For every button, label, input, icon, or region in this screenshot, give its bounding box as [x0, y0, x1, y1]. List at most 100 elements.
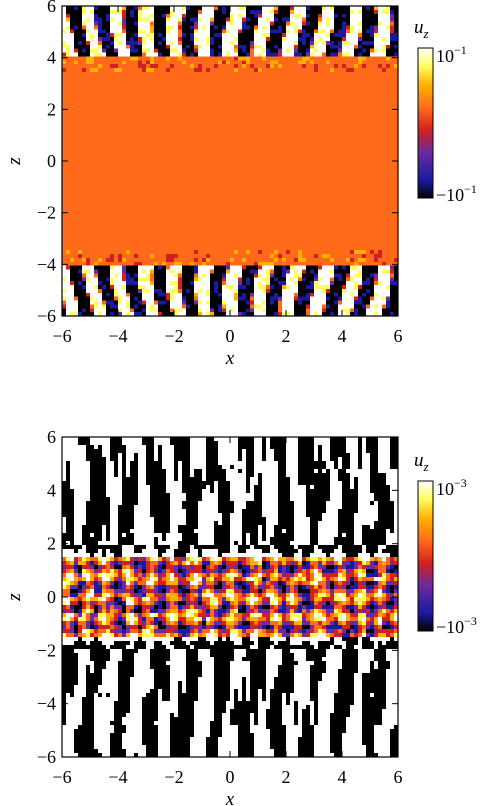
- heatmap-cell: [130, 118, 135, 123]
- heatmap-cell: [366, 230, 371, 236]
- heatmap-cell: [254, 141, 259, 146]
- heatmap-cell: [242, 68, 247, 73]
- heatmap-cell: [250, 211, 255, 216]
- heatmap-cell: [134, 199, 139, 205]
- heatmap-cell: [174, 211, 179, 216]
- heatmap-cell: [278, 172, 283, 177]
- heatmap-cell: [394, 164, 398, 170]
- heatmap-cell: [114, 79, 119, 84]
- heatmap-cell: [258, 137, 263, 143]
- heatmap-cell: [114, 25, 119, 30]
- heatmap-cell: [378, 56, 383, 61]
- heatmap-cell: [146, 29, 151, 34]
- heatmap-cell: [262, 133, 267, 139]
- heatmap-cell: [350, 71, 355, 77]
- heatmap-cell: [110, 130, 115, 135]
- heatmap-cell: [254, 56, 259, 61]
- heatmap-cell: [374, 184, 379, 189]
- heatmap-cell: [126, 207, 131, 212]
- heatmap-cell: [142, 199, 147, 205]
- heatmap-cell: [262, 168, 267, 174]
- heatmap-cell: [170, 223, 175, 228]
- heatmap-cell: [74, 199, 79, 205]
- heatmap-cell: [142, 122, 147, 127]
- heatmap-cell: [134, 184, 139, 189]
- heatmap-cell: [310, 211, 315, 216]
- heatmap-cell: [102, 71, 107, 77]
- heatmap-cell: [182, 95, 187, 100]
- heatmap-cell: [130, 211, 135, 216]
- heatmap-cell: [322, 99, 327, 104]
- heatmap-cell: [174, 215, 179, 220]
- heatmap-cell: [186, 79, 191, 84]
- heatmap-cell: [174, 207, 179, 212]
- heatmap-cell: [162, 153, 167, 158]
- heatmap-cell: [218, 207, 223, 212]
- heatmap-cell: [394, 199, 398, 205]
- heatmap-cell: [94, 180, 99, 185]
- heatmap-cell: [134, 29, 139, 34]
- heatmap-cell: [122, 52, 127, 57]
- heatmap-cell: [290, 9, 295, 15]
- heatmap-cell: [382, 192, 387, 197]
- heatmap-cell: [242, 17, 247, 22]
- heatmap-cell: [342, 52, 347, 57]
- heatmap-cell: [122, 164, 127, 170]
- heatmap-cell: [378, 75, 383, 81]
- heatmap-cell: [326, 161, 331, 166]
- heatmap-cell: [182, 33, 187, 38]
- heatmap-cell: [294, 207, 299, 212]
- heatmap-cell: [142, 99, 147, 104]
- heatmap-cell: [162, 168, 167, 174]
- heatmap-cell: [202, 37, 207, 42]
- heatmap-cell: [374, 64, 379, 69]
- heatmap-cell: [194, 91, 199, 96]
- heatmap-cell: [382, 44, 387, 50]
- heatmap-cell: [374, 79, 379, 84]
- heatmap-cell: [342, 21, 347, 26]
- heatmap-cell: [154, 188, 159, 193]
- heatmap-cell: [250, 223, 255, 228]
- heatmap-cell: [290, 17, 295, 22]
- heatmap-cell: [282, 164, 287, 170]
- heatmap-cell: [94, 33, 99, 38]
- heatmap-cell: [66, 110, 71, 115]
- heatmap-cell: [162, 29, 167, 34]
- heatmap-cell: [342, 13, 347, 19]
- heatmap-cell: [206, 110, 211, 115]
- heatmap-cell: [186, 60, 191, 65]
- heatmap-cell: [82, 110, 87, 115]
- heatmap-cell: [354, 21, 359, 26]
- heatmap-cell: [70, 172, 75, 177]
- heatmap-cell: [302, 149, 307, 154]
- heatmap-cell: [390, 184, 395, 189]
- heatmap-cell: [106, 102, 111, 108]
- heatmap-cell: [230, 157, 235, 162]
- heatmap-cell: [394, 176, 398, 181]
- heatmap-cell: [294, 126, 299, 131]
- heatmap-cell: [330, 199, 335, 205]
- heatmap-cell: [314, 68, 319, 73]
- heatmap-cell: [94, 64, 99, 69]
- heatmap-cell: [126, 6, 131, 11]
- heatmap-cell: [142, 192, 147, 197]
- heatmap-cell: [90, 168, 95, 174]
- heatmap-cell: [210, 188, 215, 193]
- heatmap-cell: [254, 68, 259, 73]
- heatmap-cell: [310, 68, 315, 73]
- heatmap-cell: [342, 207, 347, 212]
- heatmap-cell: [154, 52, 159, 57]
- heatmap-cell: [278, 230, 283, 236]
- heatmap-cell: [178, 234, 183, 239]
- heatmap-cell: [294, 215, 299, 220]
- heatmap-cell: [258, 157, 263, 162]
- heatmap-cell: [62, 211, 67, 216]
- heatmap-cell: [170, 172, 175, 177]
- heatmap-cell: [266, 207, 271, 212]
- heatmap-cell: [342, 184, 347, 189]
- heatmap-cell: [74, 192, 79, 197]
- heatmap-cell: [262, 203, 267, 208]
- heatmap-cell: [390, 219, 395, 224]
- heatmap-cell: [330, 40, 335, 46]
- heatmap-cell: [294, 122, 299, 127]
